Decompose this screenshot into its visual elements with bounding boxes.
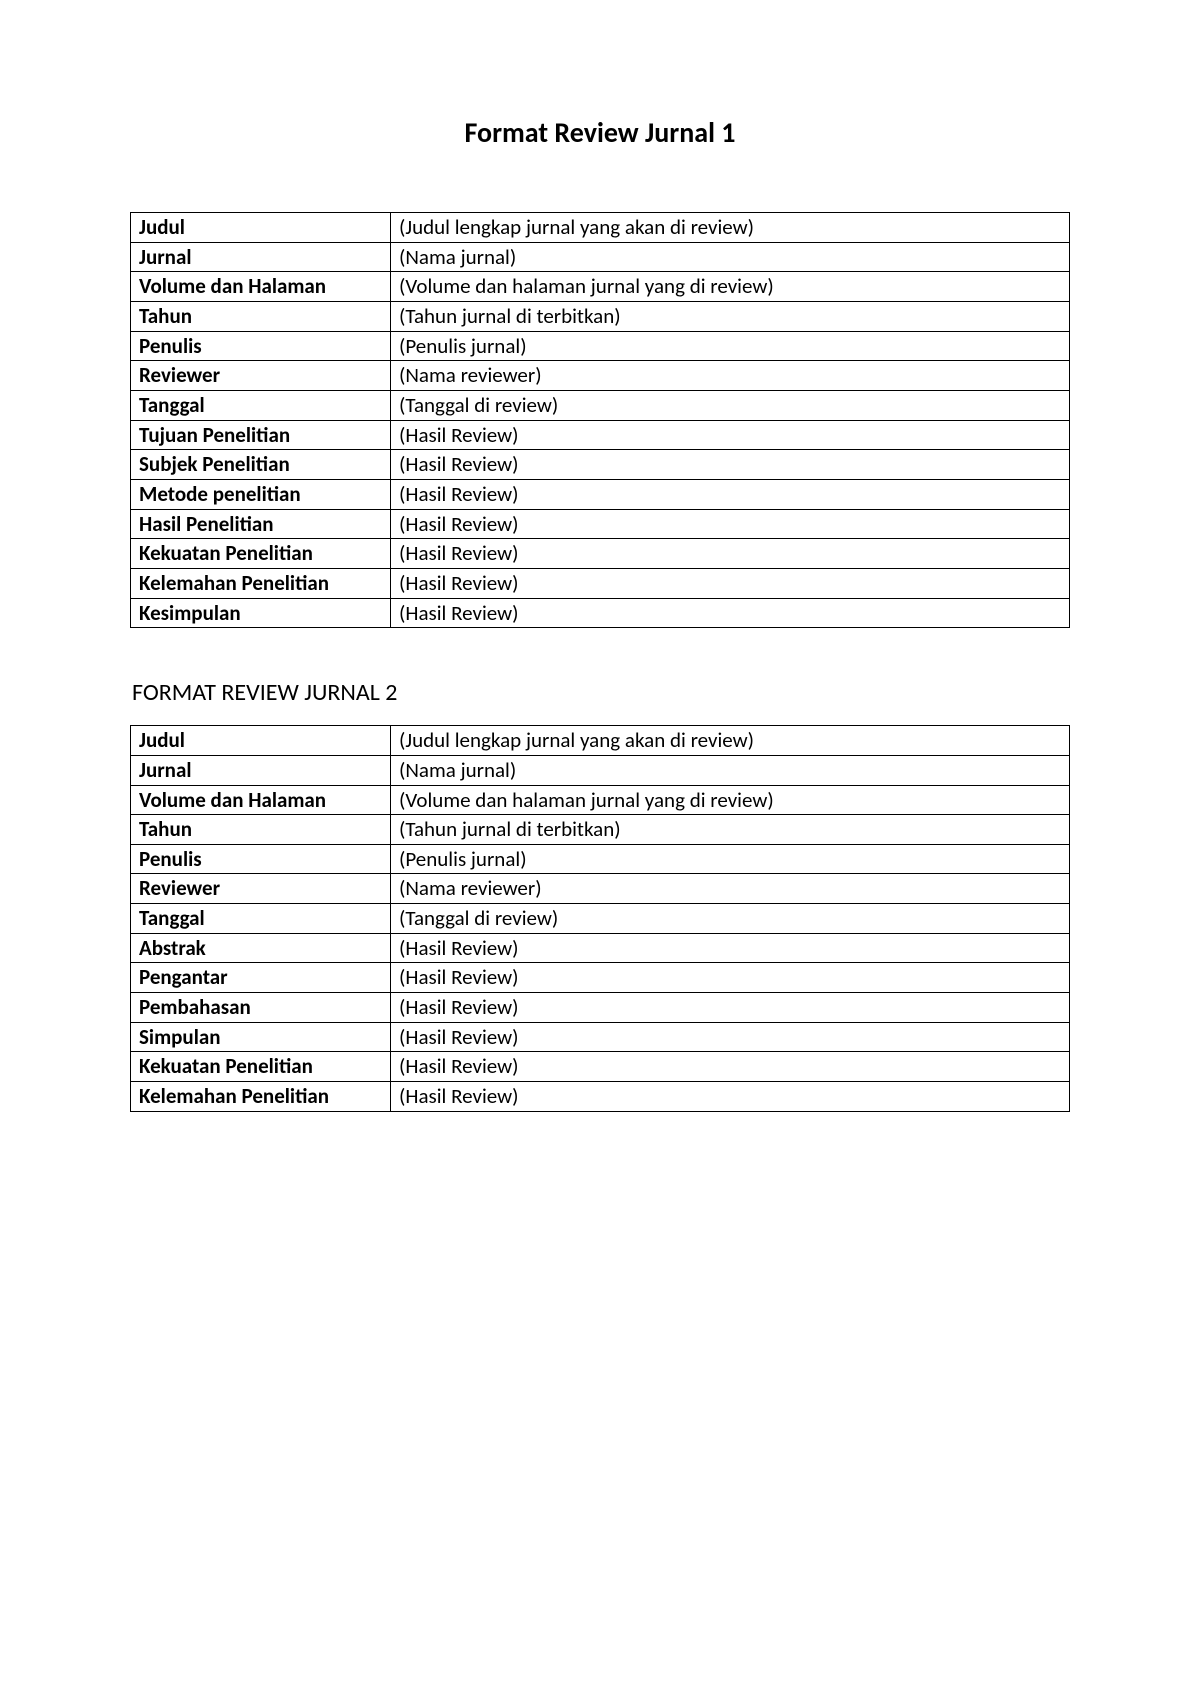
row-value: (Hasil Review) [391, 1082, 1070, 1112]
row-label: Simpulan [131, 1022, 391, 1052]
row-label: Tahun [131, 815, 391, 845]
row-label: Tanggal [131, 904, 391, 934]
row-value: (Tanggal di review) [391, 390, 1070, 420]
row-label: Hasil Penelitian [131, 509, 391, 539]
row-value: (Tahun jurnal di terbitkan) [391, 301, 1070, 331]
page-title-2: FORMAT REVIEW JURNAL 2 [132, 678, 1070, 707]
row-value: (Hasil Review) [391, 479, 1070, 509]
row-value: (Volume dan halaman jurnal yang di revie… [391, 785, 1070, 815]
row-value: (Hasil Review) [391, 598, 1070, 628]
row-label: Pembahasan [131, 993, 391, 1023]
table-row: Simpulan(Hasil Review) [131, 1022, 1070, 1052]
row-value: (Tanggal di review) [391, 904, 1070, 934]
row-value: (Nama reviewer) [391, 874, 1070, 904]
row-label: Jurnal [131, 242, 391, 272]
table-row: Tanggal(Tanggal di review) [131, 904, 1070, 934]
row-value: (Hasil Review) [391, 420, 1070, 450]
table-row: Jurnal(Nama jurnal) [131, 755, 1070, 785]
row-value: (Hasil Review) [391, 933, 1070, 963]
table-row: Judul(Judul lengkap jurnal yang akan di … [131, 726, 1070, 756]
table-row: Kekuatan Penelitian(Hasil Review) [131, 1052, 1070, 1082]
document-page: Format Review Jurnal 1 Judul(Judul lengk… [0, 0, 1200, 1112]
row-value: (Hasil Review) [391, 509, 1070, 539]
row-value: (Nama jurnal) [391, 242, 1070, 272]
table-row: Kesimpulan(Hasil Review) [131, 598, 1070, 628]
row-label: Penulis [131, 844, 391, 874]
table-row: Kelemahan Penelitian(Hasil Review) [131, 568, 1070, 598]
table-row: Tujuan Penelitian(Hasil Review) [131, 420, 1070, 450]
row-label: Judul [131, 726, 391, 756]
row-value: (Tahun jurnal di terbitkan) [391, 815, 1070, 845]
table-row: Subjek Penelitian(Hasil Review) [131, 450, 1070, 480]
table-row: Abstrak(Hasil Review) [131, 933, 1070, 963]
row-label: Reviewer [131, 361, 391, 391]
row-label: Kekuatan Penelitian [131, 1052, 391, 1082]
table-row: Kekuatan Penelitian(Hasil Review) [131, 539, 1070, 569]
row-value: (Judul lengkap jurnal yang akan di revie… [391, 213, 1070, 243]
review-table-1: Judul(Judul lengkap jurnal yang akan di … [130, 212, 1070, 628]
row-value: (Hasil Review) [391, 450, 1070, 480]
row-value: (Hasil Review) [391, 1052, 1070, 1082]
row-label: Reviewer [131, 874, 391, 904]
table-row: Tanggal(Tanggal di review) [131, 390, 1070, 420]
row-value: (Hasil Review) [391, 993, 1070, 1023]
row-label: Judul [131, 213, 391, 243]
row-value: (Hasil Review) [391, 539, 1070, 569]
row-label: Metode penelitian [131, 479, 391, 509]
row-label: Volume dan Halaman [131, 272, 391, 302]
row-value: (Volume dan halaman jurnal yang di revie… [391, 272, 1070, 302]
table-row: Volume dan Halaman(Volume dan halaman ju… [131, 272, 1070, 302]
row-value: (Penulis jurnal) [391, 331, 1070, 361]
row-label: Tujuan Penelitian [131, 420, 391, 450]
row-label: Tahun [131, 301, 391, 331]
table-row: Penulis(Penulis jurnal) [131, 331, 1070, 361]
row-value: (Hasil Review) [391, 963, 1070, 993]
row-label: Volume dan Halaman [131, 785, 391, 815]
table-row: Kelemahan Penelitian(Hasil Review) [131, 1082, 1070, 1112]
table-row: Volume dan Halaman(Volume dan halaman ju… [131, 785, 1070, 815]
row-label: Kekuatan Penelitian [131, 539, 391, 569]
table-row: Penulis(Penulis jurnal) [131, 844, 1070, 874]
row-label: Penulis [131, 331, 391, 361]
table-row: Reviewer(Nama reviewer) [131, 874, 1070, 904]
row-value: (Penulis jurnal) [391, 844, 1070, 874]
row-value: (Hasil Review) [391, 1022, 1070, 1052]
row-value: (Judul lengkap jurnal yang akan di revie… [391, 726, 1070, 756]
row-label: Subjek Penelitian [131, 450, 391, 480]
review-table-2: Judul(Judul lengkap jurnal yang akan di … [130, 725, 1070, 1112]
table-row: Pengantar(Hasil Review) [131, 963, 1070, 993]
row-value: (Nama jurnal) [391, 755, 1070, 785]
page-title-1: Format Review Jurnal 1 [130, 115, 1070, 150]
row-label: Pengantar [131, 963, 391, 993]
table-row: Pembahasan(Hasil Review) [131, 993, 1070, 1023]
row-label: Kelemahan Penelitian [131, 1082, 391, 1112]
row-label: Kelemahan Penelitian [131, 568, 391, 598]
row-label: Jurnal [131, 755, 391, 785]
row-label: Abstrak [131, 933, 391, 963]
table-row: Hasil Penelitian(Hasil Review) [131, 509, 1070, 539]
row-value: (Hasil Review) [391, 568, 1070, 598]
row-label: Tanggal [131, 390, 391, 420]
table-row: Judul(Judul lengkap jurnal yang akan di … [131, 213, 1070, 243]
row-label: Kesimpulan [131, 598, 391, 628]
table-row: Tahun(Tahun jurnal di terbitkan) [131, 301, 1070, 331]
table-row: Metode penelitian(Hasil Review) [131, 479, 1070, 509]
table-row: Reviewer(Nama reviewer) [131, 361, 1070, 391]
row-value: (Nama reviewer) [391, 361, 1070, 391]
table-row: Tahun(Tahun jurnal di terbitkan) [131, 815, 1070, 845]
table-row: Jurnal(Nama jurnal) [131, 242, 1070, 272]
